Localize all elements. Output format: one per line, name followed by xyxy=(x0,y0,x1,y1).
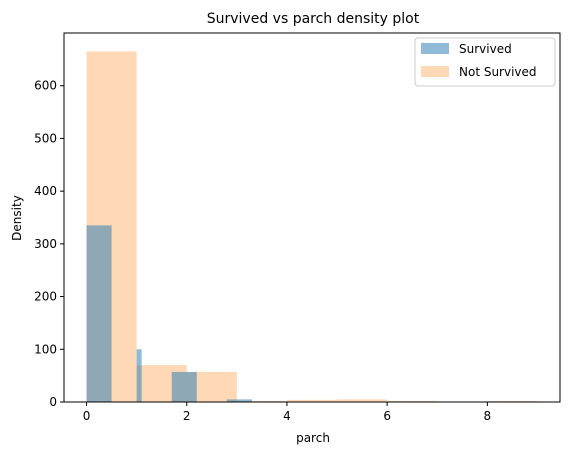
x-axis-label: parch xyxy=(296,431,330,445)
survived-bar-2 xyxy=(136,349,142,402)
legend-swatch-not-survived xyxy=(421,66,449,77)
survived-bar-6 xyxy=(226,399,252,402)
y-tick-label: 0 xyxy=(49,395,57,409)
not-survived-bar-8 xyxy=(487,400,538,402)
x-tick-label: 2 xyxy=(183,409,191,423)
not-survived-bar-6 xyxy=(387,400,438,402)
chart-title: Survived vs parch density plot xyxy=(207,11,420,27)
x-tick-label: 8 xyxy=(484,409,492,423)
y-tick-label: 400 xyxy=(34,184,57,198)
y-tick-label: 100 xyxy=(34,342,57,356)
bars-layer xyxy=(86,51,538,402)
survived-bar-4 xyxy=(171,371,197,402)
y-tick-label: 600 xyxy=(34,79,57,93)
legend-label-not-survived: Not Survived xyxy=(459,65,537,79)
y-axis: 0 100 200 300 400 500 600 xyxy=(34,79,64,409)
not-survived-bar-3 xyxy=(236,400,287,402)
legend-swatch-survived xyxy=(421,43,449,54)
legend-frame xyxy=(414,37,556,87)
y-tick-label: 200 xyxy=(34,290,57,304)
not-survived-bar-5 xyxy=(337,399,388,402)
legend-label-survived: Survived xyxy=(459,42,512,56)
y-tick-label: 300 xyxy=(34,237,57,251)
x-tick-label: 0 xyxy=(83,409,91,423)
survived-bar-0 xyxy=(86,225,112,402)
y-axis-label: Density xyxy=(10,195,24,241)
y-tick-label: 500 xyxy=(34,131,57,145)
plot-frame xyxy=(63,32,561,403)
not-survived-bar-4 xyxy=(286,399,338,402)
x-tick-label: 6 xyxy=(383,409,391,423)
legend: Survived Not Survived xyxy=(414,37,556,87)
x-tick-label: 4 xyxy=(283,409,291,423)
x-axis: 0 2 4 6 8 xyxy=(83,402,491,423)
